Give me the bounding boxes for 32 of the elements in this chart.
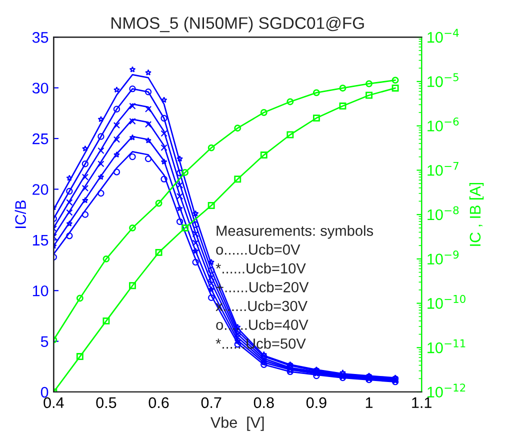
y-tick-label: 35	[32, 32, 48, 43]
y-tick-label: 25	[32, 133, 48, 144]
annotation: Measurements: symbols	[216, 225, 374, 239]
x-tick-label: 0.5	[96, 397, 116, 408]
y2-tick-label: 10$^{−10}$	[428, 294, 466, 309]
chart-title: NMOS_5 (NI50MF) SGDC01@FG	[112, 16, 364, 32]
x-tick-label: 0.8	[254, 397, 274, 408]
x-tick-label: 0.7	[201, 397, 222, 408]
y-tick-label: 30	[32, 82, 48, 94]
y2-tick-label: 10$^{−6}$	[428, 117, 459, 132]
annotation: *......Ucb=10V	[216, 262, 306, 274]
y2-tick-label: 10$^{−8}$	[428, 206, 459, 220]
y-tick-label: 10	[32, 285, 48, 296]
x-tick-label: 1.1	[412, 397, 432, 408]
y2-tick-label: 10$^{−4}$	[428, 28, 459, 43]
y2-tick-label: 10$^{−9}$	[428, 250, 459, 264]
y-axis-title: IC/B	[14, 200, 26, 228]
x-tick-label: 0.6	[148, 397, 169, 408]
y2-tick-label: 10$^{−12}$	[428, 384, 466, 398]
y-tick-label: 20	[32, 184, 48, 195]
x-tick-label: 1	[366, 397, 373, 408]
x-axis-title: Vbe [V]	[210, 416, 264, 431]
y2-tick-label: 10$^{−5}$	[428, 73, 458, 88]
y-tick-label: 0	[40, 386, 48, 398]
x-tick-label: 0.4	[44, 397, 64, 408]
y2-tick-label: 10$^{−7}$	[428, 162, 458, 176]
y2-axis-title: IC , IB [A]	[469, 182, 484, 246]
y-tick-label: 5	[40, 336, 48, 347]
annotation: o......Ucb=0V	[216, 244, 300, 255]
y-tick-label: 15	[32, 234, 48, 246]
x-tick-label: 0.9	[306, 397, 326, 408]
y2-tick-label: 10$^{−11}$	[428, 339, 466, 354]
